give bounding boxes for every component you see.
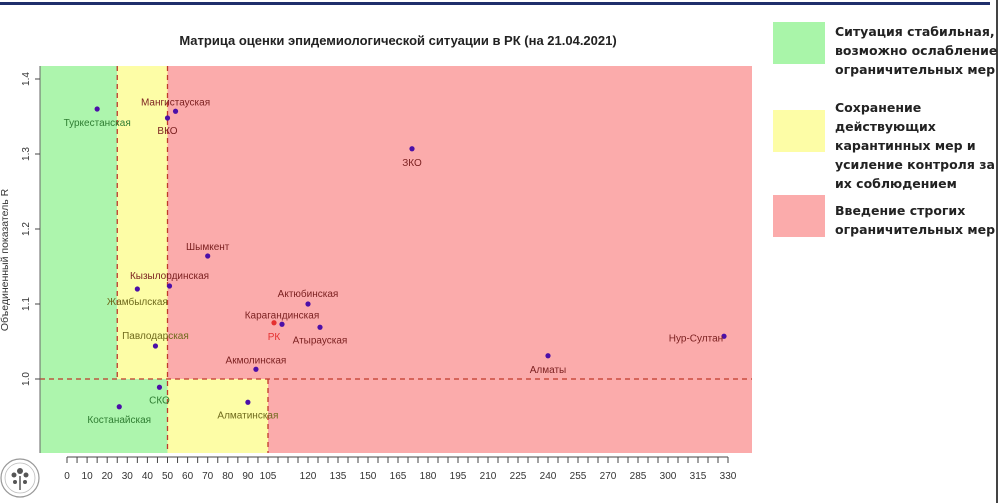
- data-point: [545, 353, 551, 359]
- x-tick-label: 20: [102, 471, 114, 482]
- x-tick-label: 60: [182, 471, 194, 482]
- data-label: Атырауская: [293, 335, 348, 346]
- y-axis-label: Объединенный показатель R: [0, 188, 11, 331]
- data-point: [166, 283, 173, 289]
- x-tick-label: 255: [570, 471, 587, 482]
- data-point: [134, 286, 140, 292]
- data-label: Мангистауская: [141, 97, 210, 108]
- zone-yellow-upper: [117, 66, 168, 379]
- data-point: [253, 366, 259, 372]
- x-tick-label: 240: [540, 471, 557, 482]
- x-tick-label: 180: [420, 471, 437, 482]
- data-point: [94, 106, 100, 112]
- data-label: ВКО: [157, 126, 177, 137]
- x-tick-label: 10: [82, 471, 94, 482]
- data-point: [164, 115, 171, 121]
- data-label: Актюбинская: [278, 288, 339, 300]
- data-label: Алматинская: [217, 410, 278, 421]
- x-tick-label: 135: [330, 471, 347, 482]
- y-tick-label: 1.4: [21, 72, 32, 86]
- x-tick-label: 165: [390, 471, 407, 482]
- x-tick-label: 300: [660, 471, 677, 482]
- legend-text: Ситуация стабильная, возможно ослабление…: [835, 24, 998, 77]
- x-tick-label: 225: [510, 471, 527, 482]
- data-label: Шымкент: [186, 242, 230, 253]
- x-tick-label: 90: [242, 471, 254, 482]
- data-label: Нур-Султан: [669, 333, 723, 344]
- data-point: [305, 301, 311, 307]
- legend-item-green: Ситуация стабильная, возможно ослабление…: [773, 22, 1000, 79]
- data-point: [279, 321, 285, 327]
- data-point: [156, 384, 163, 390]
- data-point: [116, 404, 122, 410]
- legend-item-red: Введение строгих ограничительных мер: [773, 195, 1000, 239]
- data-label: ЗКО: [402, 158, 422, 169]
- data-label: Костанайская: [87, 415, 151, 426]
- zone-green-lower: [40, 379, 168, 453]
- data-point: [271, 320, 277, 326]
- x-tick-label: 285: [630, 471, 647, 482]
- zone-red-upper: [167, 66, 752, 379]
- data-label: СКО: [149, 395, 170, 406]
- x-tick-label: 195: [450, 471, 467, 482]
- top-border: [0, 2, 990, 5]
- data-label: Акмолинская: [226, 355, 287, 366]
- x-tick-label: 270: [600, 471, 617, 482]
- data-label: Карагандинская: [245, 310, 320, 321]
- data-point: [172, 108, 179, 114]
- x-tick-label: 105: [260, 471, 277, 482]
- y-tick-label: 1.2: [21, 222, 32, 236]
- data-label: Туркестанская: [64, 118, 131, 129]
- legend-item-yellow: Сохранение действующих карантинных мер и…: [773, 98, 1000, 193]
- zone-red-lower: [268, 379, 752, 453]
- x-tick-label: 50: [162, 471, 174, 482]
- x-tick-label: 120: [300, 471, 317, 482]
- x-tick-label: 330: [720, 471, 737, 482]
- data-label: Кызылординская: [130, 271, 209, 282]
- x-tick-label: 40: [142, 471, 154, 482]
- y-tick-label: 1.3: [21, 147, 32, 161]
- legend-swatch-green: [773, 22, 825, 64]
- x-tick-label: 0: [64, 471, 70, 482]
- x-tick-label: 150: [360, 471, 377, 482]
- data-point: [152, 343, 159, 349]
- x-tick-label: 70: [202, 471, 214, 482]
- y-tick-label: 1.0: [21, 372, 32, 386]
- data-label: Жамбылская: [107, 296, 168, 308]
- right-border: [996, 0, 998, 503]
- data-point: [317, 324, 323, 330]
- zone-green-upper: [40, 66, 118, 379]
- data-point: [205, 253, 211, 259]
- data-label: РК: [268, 332, 281, 343]
- x-tick-label: 210: [480, 471, 497, 482]
- y-tick-label: 1.1: [21, 297, 32, 311]
- legend-swatch-yellow: [773, 110, 825, 152]
- legend-text: Сохранение действующих карантинных мер и…: [835, 100, 995, 191]
- chart-title: Матрица оценки эпидемиологической ситуац…: [179, 33, 616, 48]
- data-label: Алматы: [530, 365, 567, 376]
- x-tick-label: 80: [222, 471, 234, 482]
- legend-swatch-red: [773, 195, 825, 237]
- data-label: Павлодарская: [122, 331, 189, 342]
- data-point: [721, 333, 727, 339]
- legend-text: Введение строгих ограничительных мер: [835, 203, 996, 237]
- data-point: [245, 399, 251, 405]
- x-tick-label: 30: [122, 471, 134, 482]
- zone-yellow-lower: [167, 379, 268, 453]
- x-tick-label: 315: [690, 471, 707, 482]
- logo: [0, 458, 40, 498]
- data-point: [409, 146, 415, 152]
